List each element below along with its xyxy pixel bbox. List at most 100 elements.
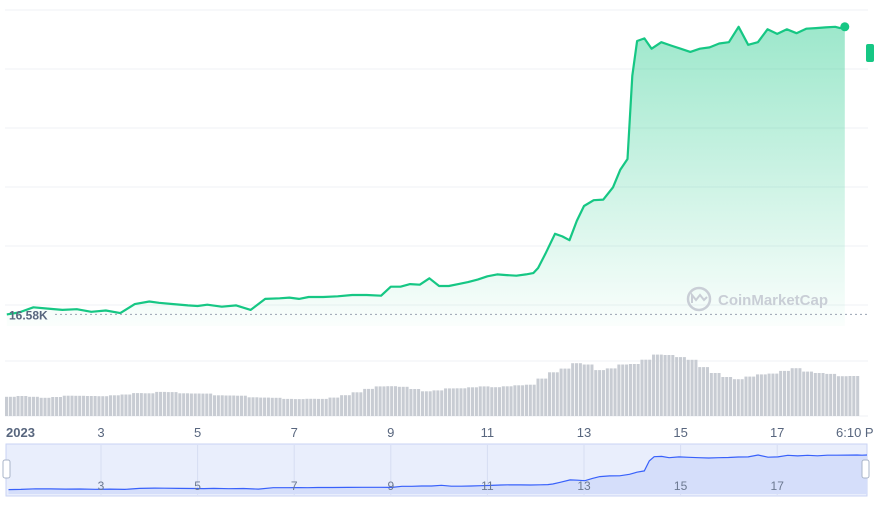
volume-bar xyxy=(255,397,259,416)
volume-bar xyxy=(324,398,328,416)
x-tick-label: 3 xyxy=(97,425,104,440)
volume-bar xyxy=(97,396,101,416)
volume-bar xyxy=(189,393,193,416)
volume-bar xyxy=(575,363,579,416)
coinmarketcap-watermark: CoinMarketCap xyxy=(686,286,828,312)
volume-bar xyxy=(825,373,829,416)
volume-bar xyxy=(721,377,725,416)
volume-bar xyxy=(8,396,12,416)
volume-bar xyxy=(316,398,321,416)
navigator-right-handle[interactable] xyxy=(861,459,870,479)
volume-bar xyxy=(528,384,532,416)
start-value-label: 16.58K xyxy=(9,308,48,322)
volume-bar xyxy=(436,390,440,416)
volume-bar xyxy=(447,388,451,416)
volume-bar xyxy=(652,354,656,416)
volume-bar xyxy=(420,391,424,416)
volume-bar xyxy=(170,392,174,416)
volume-bar xyxy=(621,364,625,416)
volume-bar xyxy=(740,379,744,416)
volume-bar xyxy=(536,378,540,416)
last-price-marker xyxy=(840,22,850,32)
volume-bar xyxy=(390,386,394,416)
volume-bar xyxy=(802,371,806,416)
volume-bar xyxy=(667,355,671,416)
volume-bar xyxy=(424,391,428,416)
volume-bar xyxy=(393,386,398,416)
volume-bar xyxy=(540,378,544,416)
volume-bar xyxy=(644,359,648,416)
volume-bar xyxy=(332,397,336,416)
volume-bar xyxy=(786,370,790,416)
x-tick-label: 7 xyxy=(291,425,298,440)
volume-bar xyxy=(428,391,432,416)
volume-bar xyxy=(598,370,602,416)
volume-bar xyxy=(467,387,471,416)
volume-bar xyxy=(112,395,116,416)
volume-bar xyxy=(174,392,178,416)
volume-bar xyxy=(31,396,36,416)
volume-bar xyxy=(205,393,209,416)
volume-bar xyxy=(482,386,486,416)
coinmarketcap-logo-icon xyxy=(686,286,712,312)
volume-bar xyxy=(833,373,837,416)
price-area-fill xyxy=(6,26,845,327)
volume-bar xyxy=(432,390,436,416)
volume-bar xyxy=(228,395,232,416)
volume-bar xyxy=(401,386,405,416)
x-tick-label: 15 xyxy=(673,425,687,440)
volume-bar xyxy=(220,395,224,416)
volume-bar xyxy=(116,395,120,416)
volume-bar xyxy=(347,395,351,416)
volume-bar xyxy=(790,368,794,416)
volume-bar xyxy=(494,387,498,416)
volume-bar xyxy=(513,385,517,416)
volume-bar xyxy=(413,389,417,416)
navigator-tick-label: 3 xyxy=(98,479,105,493)
volume-bar xyxy=(586,364,590,416)
volume-bar xyxy=(678,357,683,416)
volume-bar xyxy=(713,373,717,416)
coinmarketcap-logo-mark xyxy=(691,292,708,303)
volume-bar xyxy=(582,364,586,416)
volume-bar xyxy=(459,388,463,416)
volume-bar xyxy=(243,395,247,416)
volume-bar xyxy=(694,359,698,416)
volume-bar xyxy=(594,370,598,416)
volume-bar xyxy=(440,390,444,416)
volume-bar xyxy=(43,397,47,416)
volume-bar xyxy=(617,364,621,416)
volume-bar xyxy=(336,397,340,416)
volume-bar xyxy=(382,386,386,416)
volume-bar xyxy=(759,374,763,416)
x-tick-label: 5 xyxy=(194,425,201,440)
volume-bar xyxy=(640,359,644,416)
volume-bar xyxy=(655,354,659,416)
volume-bar xyxy=(844,376,848,416)
volume-bar xyxy=(590,364,594,416)
volume-bar xyxy=(193,393,197,416)
volume-bar xyxy=(705,367,709,416)
volume-bar xyxy=(270,397,274,416)
volume-bar xyxy=(782,370,787,416)
volume-bar xyxy=(28,396,32,416)
range-navigator[interactable]: 3 5 7 9 11 13 15 17 xyxy=(2,443,870,497)
volume-bar xyxy=(159,391,163,416)
navigator-left-handle[interactable] xyxy=(2,459,11,479)
watermark-text: CoinMarketCap xyxy=(718,292,828,309)
x-tick-label: 6:10 P xyxy=(836,425,874,440)
volume-bar xyxy=(709,373,713,416)
navigator-area xyxy=(8,455,867,494)
volume-bar xyxy=(725,377,729,416)
volume-bar xyxy=(143,393,147,416)
volume-bar xyxy=(690,359,694,416)
volume-bar xyxy=(702,367,706,416)
volume-bar xyxy=(16,396,20,416)
volume-bar xyxy=(82,395,86,416)
volume-bar xyxy=(559,368,563,416)
volume-bar xyxy=(752,376,756,416)
volume-bar xyxy=(521,385,525,416)
volume-bar xyxy=(320,398,324,416)
x-tick-label: 17 xyxy=(770,425,784,440)
volume-bar xyxy=(363,388,367,416)
